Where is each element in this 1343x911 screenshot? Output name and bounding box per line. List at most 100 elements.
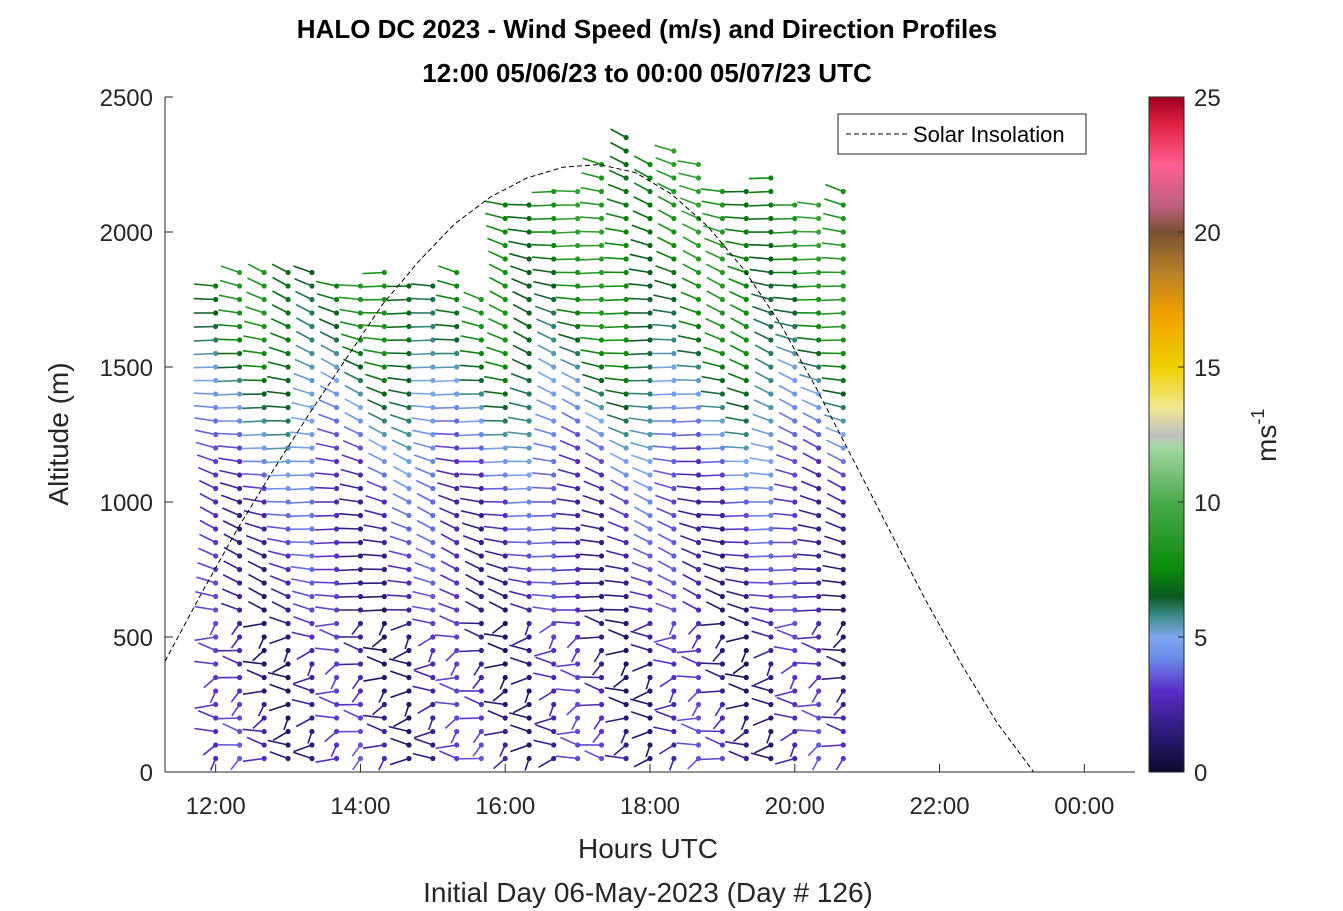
- wind-barb-point: [357, 607, 364, 613]
- wind-barb-point: [430, 674, 436, 681]
- wind-barb-point: [647, 728, 653, 735]
- wind-barb: [535, 305, 554, 314]
- wind-barb-point: [743, 742, 749, 748]
- wind-barb-point: [551, 458, 557, 465]
- wind-barb-point: [357, 539, 364, 546]
- wind-barb-point: [598, 418, 605, 424]
- wind-barb-point: [261, 661, 267, 667]
- wind-barb: [801, 399, 819, 409]
- wind-barb-point: [575, 728, 581, 735]
- wind-barb-point: [526, 674, 532, 681]
- wind-barb-point: [406, 296, 412, 303]
- wind-barb-point: [816, 688, 822, 694]
- wind-barb: [510, 744, 530, 753]
- wind-barb-point: [647, 499, 653, 505]
- wind-barb-point: [551, 229, 557, 235]
- wind-barb-point: [213, 553, 219, 559]
- wind-barb-point: [792, 674, 798, 681]
- wind-barb-point: [333, 445, 340, 451]
- wind-barb: [268, 562, 289, 571]
- wind-barb-point: [526, 310, 532, 316]
- wind-barb-point: [502, 269, 508, 276]
- wind-barb-point: [502, 715, 508, 721]
- wind-barb-point: [526, 620, 532, 627]
- wind-barb-point: [671, 148, 677, 154]
- wind-barb-point: [768, 404, 774, 411]
- wind-barb: [557, 321, 578, 328]
- wind-barb-point: [406, 620, 412, 627]
- wind-barb-point: [430, 661, 436, 667]
- wind-barb-point: [575, 607, 581, 613]
- wind-barb-point: [551, 526, 557, 532]
- wind-barb-point: [381, 499, 387, 505]
- wind-barb: [416, 519, 434, 530]
- wind-barb-point: [719, 580, 725, 586]
- wind-barb-point: [478, 445, 484, 451]
- wind-barb: [315, 757, 337, 763]
- wind-barb: [218, 309, 240, 314]
- wind-barb-point: [719, 620, 725, 627]
- wind-barb: [218, 294, 240, 301]
- wind-barb: [295, 303, 313, 314]
- wind-barb: [338, 568, 361, 572]
- wind-barb-point: [454, 323, 460, 330]
- wind-barb: [488, 250, 506, 260]
- wind-barb-point: [478, 296, 484, 303]
- wind-barb: [219, 279, 240, 287]
- wind-barb-point: [575, 512, 581, 519]
- wind-barb: [318, 696, 337, 706]
- wind-barb-point: [695, 755, 702, 762]
- wind-barb: [436, 279, 457, 287]
- wind-barb-point: [598, 431, 605, 438]
- wind-barb-point: [502, 229, 508, 235]
- wind-barb-point: [309, 647, 315, 654]
- wind-barb: [194, 636, 216, 642]
- wind-barb-point: [743, 512, 749, 519]
- wind-barb: [439, 520, 458, 530]
- wind-barb: [295, 717, 313, 728]
- wind-barb: [678, 522, 699, 530]
- wind-barb-point: [502, 728, 508, 735]
- wind-barb: [411, 283, 433, 287]
- wind-barb: [656, 507, 675, 517]
- wind-barb: [676, 473, 699, 476]
- wind-barb-point: [357, 350, 364, 357]
- wind-barb: [489, 276, 506, 287]
- wind-barb-point: [309, 661, 315, 667]
- wind-barb-point: [309, 566, 315, 573]
- wind-barb: [612, 676, 627, 689]
- wind-barb-point: [671, 701, 677, 708]
- wind-barb: [748, 528, 771, 531]
- wind-barb: [507, 487, 530, 491]
- wind-barb-point: [743, 539, 749, 546]
- wind-barb: [706, 303, 723, 314]
- wind-barb: [295, 290, 313, 301]
- wind-barb: [363, 349, 385, 355]
- wind-barb: [532, 457, 554, 463]
- wind-barb-point: [309, 607, 315, 613]
- wind-barb-point: [695, 242, 702, 249]
- wind-barb: [292, 676, 313, 685]
- wind-barb: [749, 457, 772, 463]
- wind-barb-point: [623, 566, 629, 573]
- wind-barb: [704, 332, 723, 341]
- wind-barb: [606, 401, 627, 409]
- wind-barb: [705, 263, 723, 274]
- wind-barb: [748, 217, 771, 220]
- wind-barb-point: [430, 580, 436, 586]
- wind-barb: [700, 447, 723, 450]
- wind-barb-point: [406, 674, 412, 681]
- wind-barb-point: [526, 512, 532, 519]
- wind-barb-point: [792, 499, 798, 505]
- wind-barb: [459, 406, 482, 410]
- wind-barb-point: [236, 472, 243, 478]
- wind-barb-point: [671, 580, 677, 586]
- wind-barb: [651, 432, 674, 436]
- wind-barb-point: [285, 701, 291, 708]
- wind-barb: [488, 317, 506, 328]
- wind-barb: [826, 439, 844, 449]
- wind-barb-point: [623, 728, 629, 735]
- wind-barb-point: [816, 593, 822, 600]
- wind-barb: [389, 413, 410, 422]
- wind-barb-point: [454, 580, 460, 586]
